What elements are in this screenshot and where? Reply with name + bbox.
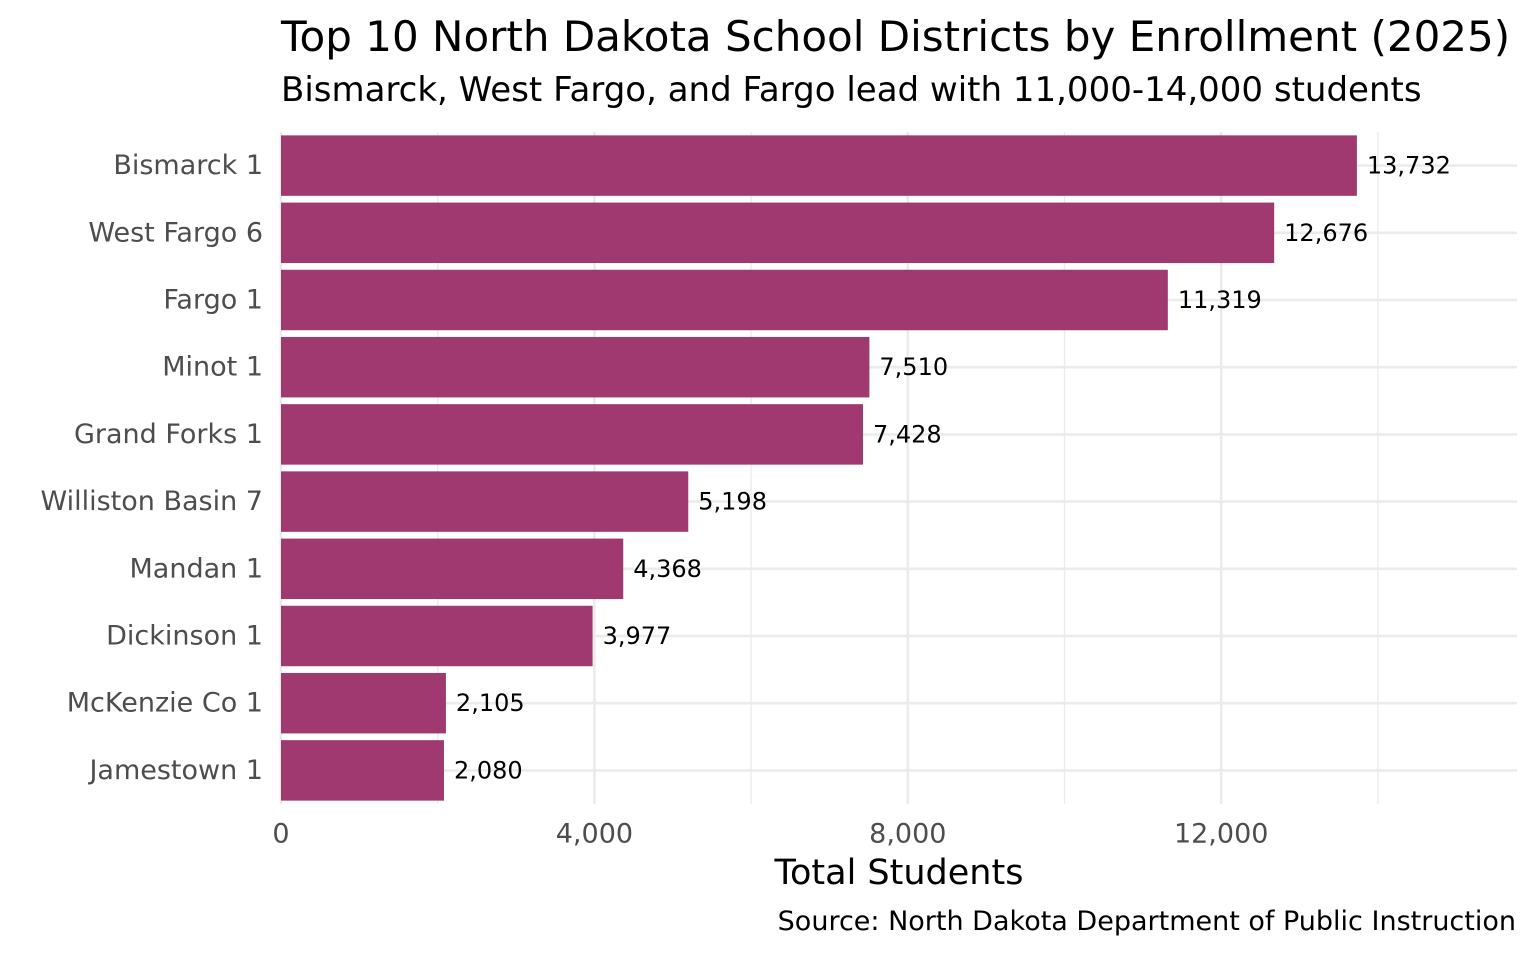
- y-tick-label: McKenzie Co 1: [67, 688, 263, 719]
- chart-caption: Source: North Dakota Department of Publi…: [777, 906, 1516, 937]
- bar: [281, 269, 1168, 331]
- bar: [281, 336, 870, 398]
- axis-layer: Bismarck 1 West Fargo 6 Fargo 1 Minot 1 Gran…: [41, 150, 1269, 849]
- x-tick-label: 0: [272, 819, 289, 850]
- x-tick-label: 12,000: [1174, 819, 1268, 850]
- x-axis-title: Total Students: [774, 853, 1024, 893]
- bar: [281, 471, 689, 532]
- y-tick-label: Bismarck 1: [113, 150, 263, 181]
- y-tick-label: Jamestown 1: [87, 755, 263, 786]
- x-tick-label: 4,000: [556, 819, 633, 850]
- y-tick-label: Dickinson 1: [106, 621, 263, 652]
- y-tick-label: West Fargo 6: [88, 217, 263, 248]
- bar-value-label: 7,428: [873, 420, 942, 448]
- bar-value-label: 13,732: [1367, 152, 1451, 180]
- y-tick-label: Williston Basin 7: [41, 486, 264, 517]
- y-tick-label: Mandan 1: [129, 553, 263, 584]
- bar-value-label: 2,105: [456, 689, 525, 717]
- bar: [281, 538, 624, 600]
- bar: [281, 135, 1357, 196]
- chart-subtitle: Bismarck, West Fargo, and Fargo lead wit…: [281, 70, 1422, 110]
- bar-value-label: 5,198: [698, 488, 767, 516]
- x-tick-label: 8,000: [869, 819, 946, 850]
- bar-value-label: 7,510: [879, 353, 948, 381]
- bar-layer: [281, 135, 1357, 801]
- y-tick-label: Minot 1: [162, 352, 263, 383]
- bar: [281, 740, 444, 801]
- bar: [281, 404, 863, 465]
- bar-value-label: 2,080: [454, 756, 523, 784]
- label-layer: 13,732 12,676 11,319 7,510 7,428 5,198 4,368 3,…: [454, 152, 1451, 785]
- y-tick-label: Fargo 1: [163, 285, 263, 316]
- bar-value-label: 11,319: [1178, 286, 1262, 314]
- bar-value-label: 3,977: [603, 622, 672, 650]
- bar-value-label: 12,676: [1284, 219, 1368, 247]
- bar: [281, 605, 593, 667]
- bar: [281, 202, 1275, 264]
- bar: [281, 672, 446, 734]
- bar-value-label: 4,368: [633, 555, 702, 583]
- chart-title: Top 10 North Dakota School Districts by …: [281, 12, 1511, 61]
- y-tick-label: Grand Forks 1: [74, 419, 263, 450]
